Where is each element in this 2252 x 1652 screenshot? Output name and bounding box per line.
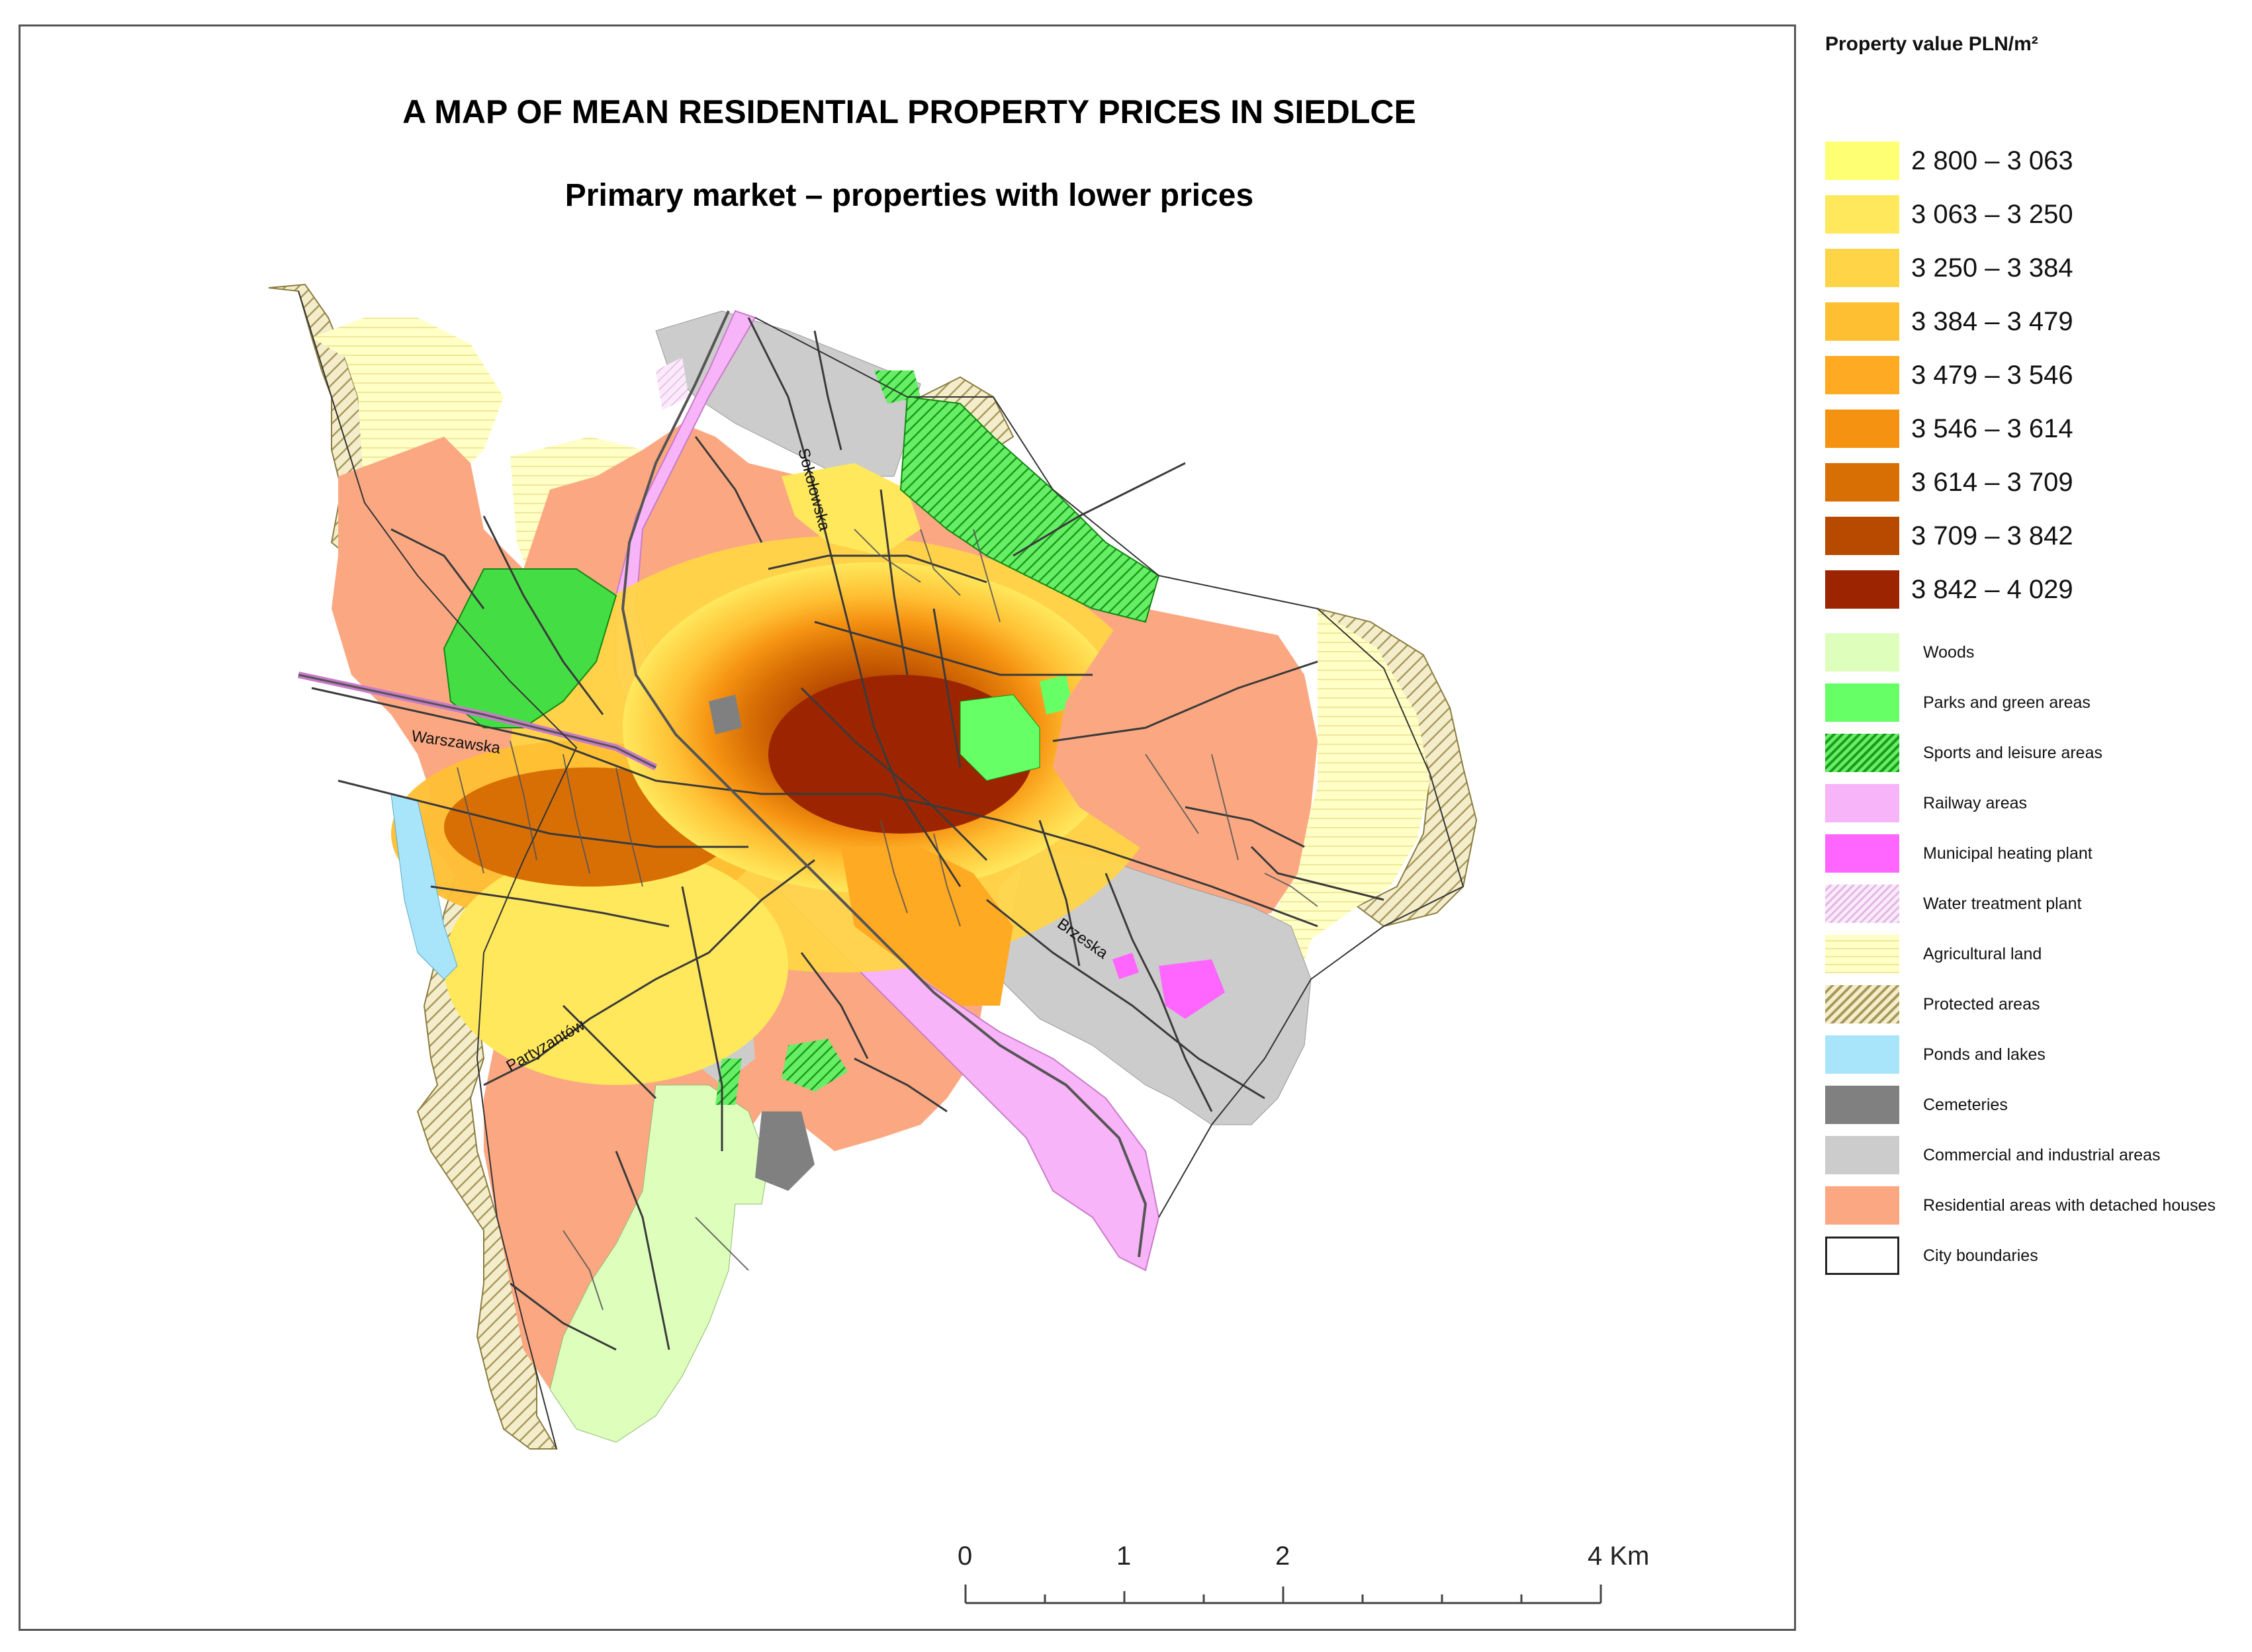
boundary-icon bbox=[1825, 1237, 1899, 1275]
legend-category-label: City boundaries bbox=[1923, 1246, 2038, 1265]
legend-category-label: Woods bbox=[1923, 642, 1975, 662]
road-network bbox=[311, 317, 1384, 1351]
legend-category-label: Ponds and lakes bbox=[1923, 1045, 2046, 1064]
sports-area-north bbox=[899, 396, 1160, 623]
legend-price-row: 3 614 – 3 709 bbox=[1825, 462, 2073, 503]
legend: Property value PLN/m² 2 800 – 3 063 3 063… bbox=[1813, 0, 2252, 1652]
legend-price-row: 3 479 – 3 546 bbox=[1825, 355, 2073, 396]
legend-price-row: 3 063 – 3 250 bbox=[1825, 194, 2073, 235]
legend-category-label: Commercial and industrial areas bbox=[1923, 1145, 2161, 1164]
legend-price-label: 3 614 – 3 709 bbox=[1911, 467, 2073, 497]
legend-category-label: Cemeteries bbox=[1923, 1095, 2008, 1114]
legend-price-row: 2 800 – 3 063 bbox=[1825, 140, 2073, 181]
cemetery-small bbox=[709, 695, 742, 734]
legend-price-swatch bbox=[1825, 195, 1899, 234]
legend-price-swatch bbox=[1825, 249, 1899, 287]
legend-category-label: Protected areas bbox=[1923, 994, 2040, 1014]
legend-price-swatch bbox=[1825, 517, 1899, 555]
legend-price-row: 3 546 – 3 614 bbox=[1825, 408, 2073, 449]
scale-label-2: 2 bbox=[1275, 1542, 1290, 1571]
legend-price-label: 2 800 – 3 063 bbox=[1911, 146, 2073, 175]
heating-plant bbox=[1159, 959, 1225, 1019]
water-treatment-plant bbox=[656, 357, 689, 410]
sports-area-south bbox=[782, 1039, 848, 1092]
cemetery-south bbox=[755, 1111, 815, 1191]
legend-category-row: Railway areas bbox=[1825, 783, 2027, 824]
price-zone-sw bbox=[444, 847, 788, 1085]
legend-price-row: 3 842 – 4 029 bbox=[1825, 569, 2073, 610]
legend-price-swatch bbox=[1825, 570, 1899, 609]
protected-hatch-icon bbox=[1825, 985, 1899, 1023]
legend-title: Property value PLN/m² bbox=[1825, 33, 2038, 55]
legend-price-swatch bbox=[1825, 463, 1899, 501]
legend-category-row: Woods bbox=[1825, 632, 1974, 673]
agricultural-land bbox=[312, 318, 504, 543]
legend-price-label: 3 709 – 3 842 bbox=[1911, 521, 2073, 550]
map-title: A MAP OF MEAN RESIDENTIAL PROPERTY PRICE… bbox=[402, 93, 1416, 130]
agricultural-icon bbox=[1825, 935, 1899, 973]
sports-area-small bbox=[874, 370, 921, 404]
water-icon bbox=[1825, 1035, 1899, 1074]
legend-category-row: Residential areas with detached houses bbox=[1825, 1185, 2216, 1226]
railway-icon bbox=[1825, 784, 1899, 822]
legend-category-label: Railway areas bbox=[1923, 793, 2028, 812]
legend-price-swatch bbox=[1825, 356, 1899, 394]
legend-category-row: Cemeteries bbox=[1825, 1084, 2008, 1125]
park-icon bbox=[1825, 683, 1899, 722]
water-plant-hatch-icon bbox=[1825, 885, 1899, 923]
scale-label-0: 0 bbox=[958, 1542, 973, 1571]
woods-icon bbox=[1825, 633, 1899, 672]
legend-price-row: 3 709 – 3 842 bbox=[1825, 515, 2073, 556]
legend-price-label: 3 479 – 3 546 bbox=[1911, 360, 2073, 390]
legend-category-row: City boundaries bbox=[1825, 1235, 2038, 1276]
legend-price-label: 3 063 – 3 250 bbox=[1911, 199, 2073, 229]
scale-bar bbox=[964, 1585, 1602, 1604]
residential-east bbox=[1053, 622, 1318, 900]
map-frame: A MAP OF MEAN RESIDENTIAL PROPERTY PRICE… bbox=[19, 24, 1796, 1631]
cemetery-icon bbox=[1825, 1086, 1899, 1124]
legend-category-row: Sports and leisure areas bbox=[1825, 732, 2102, 773]
city-boundary bbox=[298, 290, 1464, 1450]
railway-line bbox=[621, 310, 1148, 1258]
legend-category-label: Parks and green areas bbox=[1923, 693, 2091, 712]
heating-plant-small bbox=[1112, 953, 1139, 979]
scale-label-1: 1 bbox=[1116, 1542, 1132, 1571]
legend-category-label: Residential areas with detached houses bbox=[1923, 1196, 2216, 1215]
legend-category-row: Municipal heating plant bbox=[1825, 833, 2093, 874]
legend-price-label: 3 546 – 3 614 bbox=[1911, 413, 2073, 443]
legend-price-label: 3 384 – 3 479 bbox=[1911, 306, 2073, 336]
legend-category-label: Sports and leisure areas bbox=[1923, 743, 2102, 762]
park-small bbox=[1040, 675, 1073, 715]
heating-plant-icon bbox=[1825, 834, 1899, 873]
legend-category-label: Water treatment plant bbox=[1923, 894, 2082, 913]
legend-category-label: Agricultural land bbox=[1923, 944, 2042, 963]
park-center bbox=[960, 694, 1040, 781]
pond bbox=[390, 793, 458, 980]
road-network-minor bbox=[457, 529, 1318, 1311]
legend-price-label: 3 250 – 3 384 bbox=[1911, 253, 2073, 283]
legend-category-row: Ponds and lakes bbox=[1825, 1034, 2046, 1075]
city-map: Sokołowska Warszawska Brzeska Partyzantó… bbox=[268, 283, 1602, 1604]
legend-price-row: 3 250 – 3 384 bbox=[1825, 247, 2073, 288]
legend-price-label: 3 842 – 4 029 bbox=[1911, 574, 2073, 604]
map-subtitle: Primary market – properties with lower p… bbox=[564, 178, 1254, 213]
railway-line-west-track bbox=[298, 674, 656, 769]
price-zone-south bbox=[841, 847, 1013, 1006]
scale-label-4km: 4 Km bbox=[1588, 1542, 1650, 1571]
industrial-icon bbox=[1825, 1136, 1899, 1174]
legend-category-row: Agricultural land bbox=[1825, 934, 2042, 975]
legend-category-row: Parks and green areas bbox=[1825, 682, 2091, 723]
legend-price-row: 3 384 – 3 479 bbox=[1825, 301, 2073, 342]
legend-category-label: Municipal heating plant bbox=[1923, 844, 2093, 863]
legend-price-swatch bbox=[1825, 302, 1899, 341]
legend-price-swatch bbox=[1825, 410, 1899, 448]
legend-category-row: Water treatment plant bbox=[1825, 883, 2081, 924]
legend-price-swatch bbox=[1825, 142, 1899, 180]
legend-category-row: Commercial and industrial areas bbox=[1825, 1135, 2160, 1176]
sports-hatch-icon bbox=[1825, 734, 1899, 772]
legend-category-row: Protected areas bbox=[1825, 984, 2040, 1025]
residential-icon bbox=[1825, 1186, 1899, 1225]
